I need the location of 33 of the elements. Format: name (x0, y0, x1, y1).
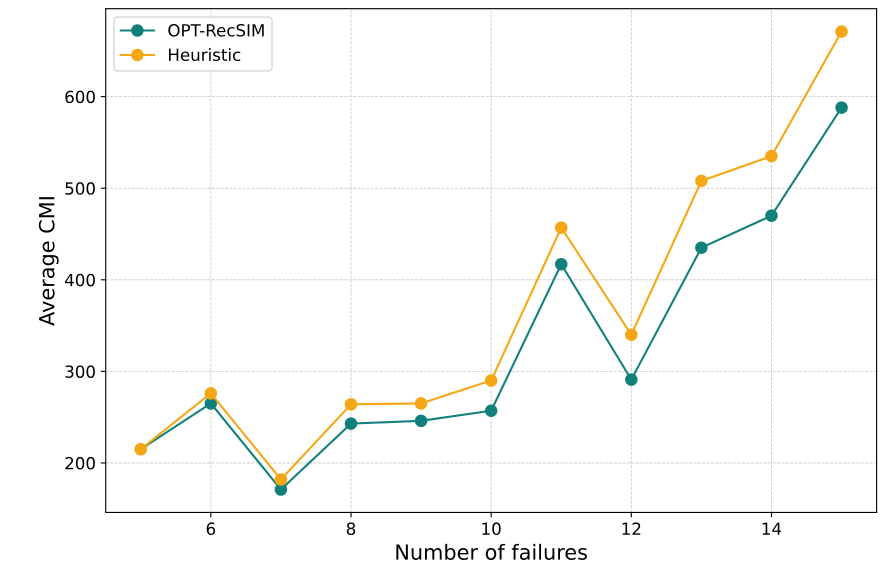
y-axis-title: Average CMI (38, 197, 59, 326)
x-tick-label: 8 (346, 522, 356, 536)
x-axis-title: Number of failures (396, 544, 587, 560)
legend-label: OPT-RecSIM (168, 24, 264, 37)
point (625, 373, 638, 386)
point (554, 258, 568, 270)
y-tick-label: 600 (65, 90, 95, 104)
point (414, 414, 428, 428)
point (414, 397, 428, 410)
x-tick-label: 6 (206, 522, 216, 536)
point (765, 209, 778, 222)
point (204, 387, 218, 400)
point (554, 221, 568, 234)
point (835, 101, 848, 114)
legend-label: Heuristic (169, 48, 240, 62)
point (484, 404, 498, 418)
x-tick-label: 10 (482, 522, 501, 536)
point (274, 483, 288, 496)
point (344, 398, 358, 411)
y-tick-label: 200 (65, 456, 95, 470)
point (274, 473, 288, 486)
point (695, 241, 708, 254)
x-tick-label: 12 (622, 522, 640, 535)
point (625, 328, 638, 341)
point (835, 25, 848, 38)
point (765, 150, 778, 162)
x-tick-label: 14 (762, 522, 782, 535)
y-tick-label: 500 (65, 182, 95, 195)
point (344, 417, 358, 430)
y-tick-label: 400 (65, 274, 95, 286)
point (484, 374, 498, 387)
point (695, 174, 708, 188)
y-tick-label: 300 (65, 365, 95, 378)
